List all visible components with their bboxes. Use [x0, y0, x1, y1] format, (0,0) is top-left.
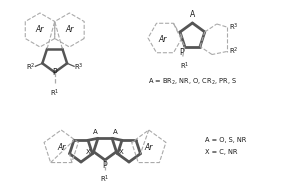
- Text: Ar: Ar: [57, 143, 65, 153]
- Text: R$^1$: R$^1$: [50, 87, 60, 99]
- Text: P: P: [179, 47, 184, 57]
- Text: Ar: Ar: [145, 143, 153, 153]
- Text: Ar: Ar: [65, 26, 74, 35]
- Text: R$^1$: R$^1$: [100, 174, 110, 185]
- Text: X: X: [119, 149, 124, 155]
- Text: A = BR$_2$, NR, O, CR$_2$, PR, S: A = BR$_2$, NR, O, CR$_2$, PR, S: [148, 77, 237, 87]
- Text: R$^2$: R$^2$: [26, 62, 35, 73]
- Text: R$^3$: R$^3$: [74, 62, 84, 73]
- Text: R$^3$: R$^3$: [229, 21, 238, 33]
- Text: Ar: Ar: [159, 36, 167, 44]
- Text: R$^1$: R$^1$: [180, 60, 190, 72]
- Text: A = O, S, NR: A = O, S, NR: [205, 137, 246, 143]
- Text: X = C, NR: X = C, NR: [205, 149, 237, 155]
- Text: A: A: [190, 10, 195, 19]
- Text: X: X: [86, 149, 91, 155]
- Text: A: A: [113, 129, 117, 135]
- Text: A: A: [92, 129, 97, 135]
- Text: P: P: [103, 161, 107, 170]
- Text: P: P: [53, 68, 57, 77]
- Text: R$^2$: R$^2$: [229, 46, 238, 57]
- Text: Ar: Ar: [36, 26, 44, 35]
